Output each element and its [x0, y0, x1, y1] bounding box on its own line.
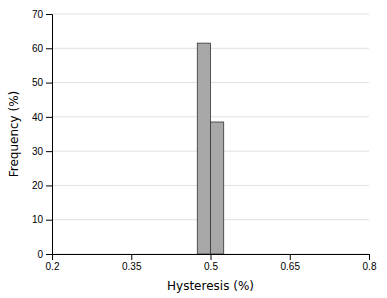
x-axis: 0.2 0.35 0.5 0.65 0.8 — [46, 254, 377, 272]
y-tick-mark — [46, 83, 52, 84]
chart: 0.2 0.35 0.5 0.65 0.8 0 10 20 30 40 50 60 70 Hysteres… — [0, 0, 387, 298]
y-tick-mark — [46, 48, 52, 49]
y-tick-mark — [46, 14, 52, 15]
y-tick: 50 — [32, 77, 52, 88]
y-tick-label: 40 — [32, 112, 44, 123]
x-tick: 0.5 — [204, 254, 218, 272]
y-tick-label: 60 — [32, 43, 44, 54]
grid-line — [52, 14, 369, 15]
y-tick: 70 — [32, 9, 52, 20]
grid — [52, 14, 369, 254]
bar — [197, 43, 210, 254]
y-tick: 40 — [32, 112, 52, 123]
x-tick-mark — [369, 254, 370, 260]
y-tick-label: 70 — [32, 9, 44, 20]
y-axis: 0 10 20 30 40 50 60 70 — [32, 9, 53, 260]
y-tick: 20 — [32, 180, 52, 191]
plot: 0.2 0.35 0.5 0.65 0.8 0 10 20 30 40 50 60 70 — [32, 9, 377, 272]
y-tick: 0 — [37, 249, 52, 260]
x-tick-mark — [290, 254, 291, 260]
y-axis-line — [46, 15, 53, 255]
y-tick-mark — [46, 185, 52, 186]
y-tick: 30 — [32, 146, 52, 157]
x-tick-label: 0.8 — [363, 261, 377, 272]
x-axis-line — [53, 255, 370, 261]
y-tick-mark — [46, 151, 52, 152]
y-axis-title: Frequency (%) — [7, 91, 21, 178]
x-tick-label: 0.5 — [204, 261, 218, 272]
x-tick-mark — [211, 254, 212, 260]
y-tick-mark — [46, 220, 52, 221]
x-tick-label: 0.35 — [122, 261, 142, 272]
bar — [211, 122, 224, 254]
y-tick: 10 — [32, 214, 52, 225]
x-tick: 0.8 — [363, 254, 377, 272]
x-axis-title: Hysteresis (%) — [167, 279, 254, 293]
y-tick-label: 50 — [32, 77, 44, 88]
x-tick-label: 0.65 — [281, 261, 301, 272]
x-tick: 0.35 — [122, 254, 142, 272]
y-tick: 60 — [32, 43, 52, 54]
y-tick-label: 30 — [32, 146, 44, 157]
y-tick-label: 10 — [32, 214, 44, 225]
y-tick-mark — [46, 117, 52, 118]
x-tick: 0.65 — [281, 254, 301, 272]
y-tick-label: 0 — [37, 249, 43, 260]
x-tick: 0.2 — [46, 254, 60, 272]
y-tick-mark — [46, 254, 52, 255]
y-tick-label: 20 — [32, 180, 44, 191]
x-tick-label: 0.2 — [46, 261, 60, 272]
x-tick-mark — [131, 254, 132, 260]
bars — [197, 43, 223, 254]
